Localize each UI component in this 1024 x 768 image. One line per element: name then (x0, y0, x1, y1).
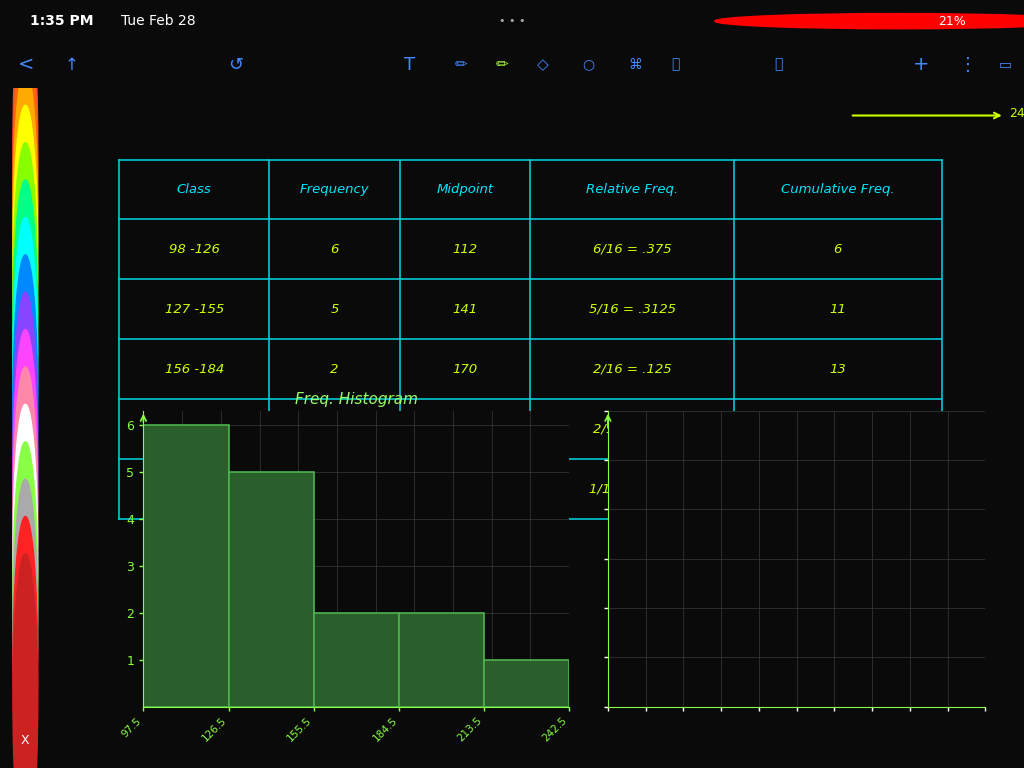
Circle shape (13, 255, 38, 554)
Text: 98 -126: 98 -126 (169, 243, 220, 256)
Text: 🎤: 🎤 (774, 58, 782, 71)
Text: 13: 13 (829, 362, 846, 376)
Text: 16: 16 (829, 482, 846, 495)
Circle shape (13, 292, 38, 591)
Text: ◇: ◇ (537, 57, 549, 72)
Circle shape (13, 180, 38, 479)
Text: ✋: ✋ (672, 58, 680, 71)
Text: ↺: ↺ (228, 55, 243, 74)
Circle shape (13, 405, 38, 703)
Text: 2: 2 (331, 422, 339, 435)
Text: X: X (22, 734, 30, 747)
Text: 21%: 21% (938, 15, 967, 28)
Circle shape (13, 442, 38, 741)
Text: 199: 199 (453, 422, 478, 435)
Circle shape (13, 0, 38, 292)
Title: Freq. Histogram: Freq. Histogram (295, 392, 418, 407)
Text: 5: 5 (331, 303, 339, 316)
Text: ⌘: ⌘ (628, 58, 642, 71)
Text: 6: 6 (331, 243, 339, 256)
Text: +: + (913, 55, 930, 74)
Text: 127 -155: 127 -155 (165, 303, 224, 316)
Circle shape (13, 479, 38, 768)
Text: ↑: ↑ (65, 55, 79, 74)
Circle shape (13, 31, 38, 329)
Text: 11: 11 (829, 303, 846, 316)
Circle shape (13, 367, 38, 666)
Text: 1/16 = .0625: 1/16 = .0625 (589, 482, 676, 495)
Text: ○: ○ (583, 58, 595, 71)
Text: T: T (404, 55, 415, 74)
Text: 2/16 = .125: 2/16 = .125 (593, 422, 672, 435)
Text: 156 -184: 156 -184 (165, 362, 224, 376)
Text: • • •: • • • (499, 16, 525, 26)
Text: ✏: ✏ (455, 57, 467, 72)
Text: ⋮: ⋮ (958, 55, 977, 74)
Text: 112: 112 (453, 243, 478, 256)
Circle shape (13, 217, 38, 517)
Text: <: < (17, 55, 34, 74)
Text: 1:35 PM: 1:35 PM (30, 14, 93, 28)
Text: 228: 228 (453, 482, 478, 495)
Text: Tue Feb 28: Tue Feb 28 (122, 14, 196, 28)
Text: Cumulative Freq.: Cumulative Freq. (781, 183, 895, 196)
Text: 141: 141 (453, 303, 478, 316)
Text: ✏: ✏ (496, 57, 508, 72)
Bar (228, 472, 313, 707)
Text: Frequency: Frequency (300, 183, 370, 196)
Bar (313, 613, 399, 707)
Circle shape (13, 68, 38, 367)
Bar (399, 613, 484, 707)
Circle shape (13, 143, 38, 442)
Text: ▭: ▭ (999, 58, 1012, 71)
Circle shape (13, 105, 38, 405)
Text: 6: 6 (834, 243, 842, 256)
Bar (143, 425, 228, 707)
Circle shape (13, 329, 38, 629)
Text: 5/16 = .3125: 5/16 = .3125 (589, 303, 676, 316)
Text: Class: Class (177, 183, 212, 196)
Text: 170: 170 (453, 362, 478, 376)
Text: Relative Freq.: Relative Freq. (586, 183, 678, 196)
Bar (484, 660, 569, 707)
Text: 2: 2 (331, 362, 339, 376)
Text: 6/16 = .375: 6/16 = .375 (593, 243, 672, 256)
Circle shape (13, 554, 38, 768)
Text: 185 -213: 185 -213 (165, 422, 224, 435)
Circle shape (13, 517, 38, 768)
Text: Midpoint: Midpoint (436, 183, 494, 196)
Text: 214 -242: 214 -242 (165, 482, 224, 495)
Text: 1: 1 (331, 482, 339, 495)
Circle shape (715, 14, 1024, 28)
Text: 24: 24 (1010, 107, 1024, 120)
Text: 15: 15 (829, 422, 846, 435)
Text: 2/16 = .125: 2/16 = .125 (593, 362, 672, 376)
